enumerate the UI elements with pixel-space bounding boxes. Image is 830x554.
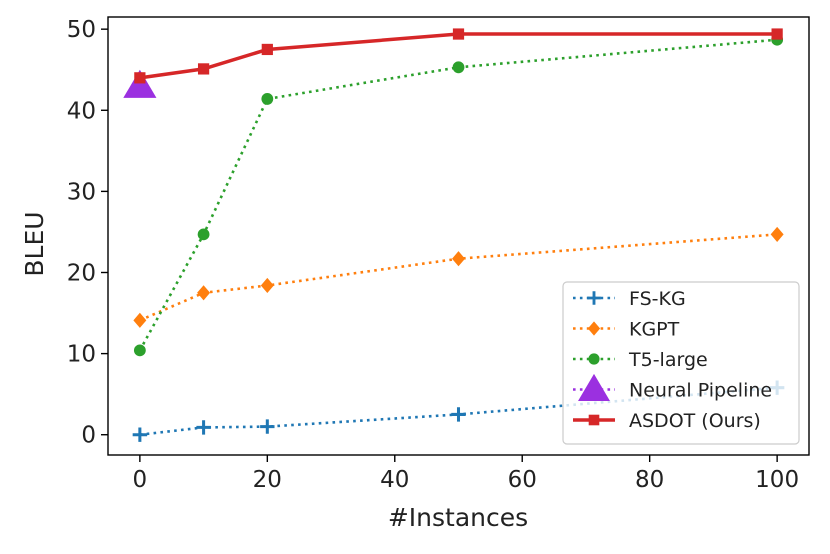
data-point <box>197 285 211 301</box>
data-point <box>452 61 465 74</box>
legend-marker <box>587 291 601 305</box>
data-point <box>771 28 783 40</box>
axes: 0 20 40 60 80 100 0 10 20 30 40 50 <box>67 16 810 493</box>
legend-label: Neural Pipeline <box>629 380 772 402</box>
data-point <box>133 344 146 357</box>
data-point <box>133 312 147 328</box>
data-point <box>197 63 210 75</box>
series-neural-pipeline <box>123 69 157 98</box>
x-tick-label: 40 <box>380 467 409 493</box>
data-point <box>260 419 275 434</box>
data-point <box>770 226 784 242</box>
series-kgpt <box>133 226 784 328</box>
y-tick-label: 50 <box>67 17 96 43</box>
legend-box <box>562 281 800 445</box>
data-point <box>196 420 211 435</box>
y-axis-label: BLEU <box>20 211 49 276</box>
y-tick-label: 30 <box>67 179 96 205</box>
x-tick-label: 20 <box>253 467 282 493</box>
legend-label: T5-large <box>628 349 708 371</box>
series-asdot-ours <box>134 28 783 84</box>
legend-label: KGPT <box>629 319 680 341</box>
legend-marker <box>578 373 610 401</box>
legend-label: FS-KG <box>629 288 686 310</box>
x-axis-label: #Instances <box>388 503 528 532</box>
plot-area <box>123 28 785 442</box>
legend-item: Neural Pipeline <box>573 373 772 402</box>
data-point <box>452 251 465 267</box>
data-point <box>261 93 274 105</box>
x-tick-label: 100 <box>755 467 799 493</box>
legend-item: KGPT <box>573 319 680 341</box>
x-tick-label: 80 <box>635 467 664 493</box>
legend-item: T5-large <box>573 349 708 371</box>
data-point <box>132 427 148 442</box>
legend-marker <box>588 414 600 426</box>
data-point <box>261 43 273 56</box>
data-point <box>134 72 146 84</box>
legend: FS-KG KGPT T5-large Neural Pipeline ASDOT (O… <box>562 281 800 445</box>
data-point <box>452 28 465 40</box>
data-point <box>197 228 210 241</box>
legend-item: FS-KG <box>573 288 686 310</box>
y-tick-label: 0 <box>81 423 96 449</box>
series-line <box>139 386 778 437</box>
y-tick-label: 10 <box>67 342 96 368</box>
data-point <box>451 407 466 422</box>
data-point <box>260 277 274 294</box>
legend-marker <box>588 353 600 365</box>
legend-label: ASDOT (Ours) <box>629 410 761 432</box>
y-tick-label: 20 <box>67 261 96 287</box>
data-point <box>123 69 157 98</box>
y-tick-label: 40 <box>67 98 96 124</box>
x-tick-label: 0 <box>133 467 148 493</box>
legend-item: ASDOT (Ours) <box>573 410 761 432</box>
legend-marker <box>587 321 601 336</box>
plot-frame <box>107 16 810 456</box>
x-tick-label: 60 <box>508 467 537 493</box>
